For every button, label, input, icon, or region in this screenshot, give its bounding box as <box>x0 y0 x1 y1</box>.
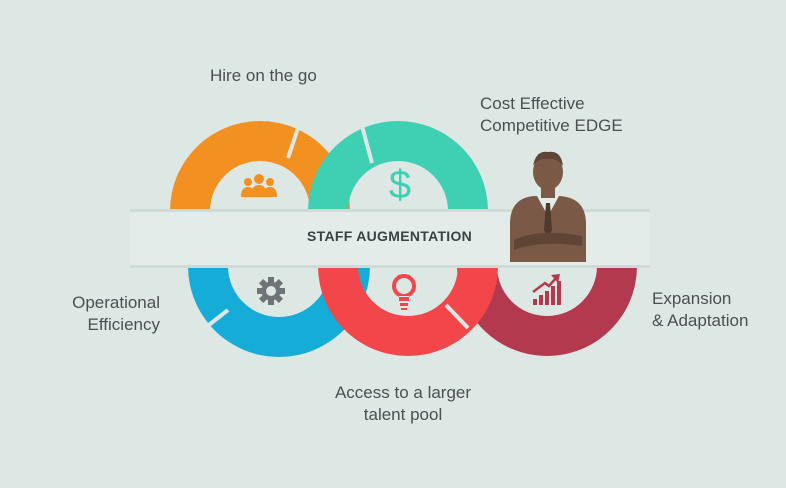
expansion-label: Expansion & Adaptation <box>652 288 748 332</box>
hire-ring <box>170 121 350 211</box>
gear-icon <box>257 277 285 305</box>
operational-label: Operational Efficiency <box>58 292 160 336</box>
operational-label-line1: Operational <box>72 293 160 312</box>
dollar-icon: $ <box>389 163 411 207</box>
access-label-line1: Access to a larger <box>334 383 472 402</box>
access-label-line2: talent pool <box>363 405 443 424</box>
growth-chart-icon <box>532 274 561 305</box>
hire-label: Hire on the go <box>210 65 317 87</box>
lightbulb-icon <box>392 274 416 310</box>
businessman-icon <box>510 151 586 262</box>
hire-label-text: Hire on the go <box>210 66 317 85</box>
cost-label-line2: Competitive EDGE <box>480 116 623 135</box>
operational-label-line2: Efficiency <box>87 315 160 334</box>
cost-label: Cost Effective Competitive EDGE <box>480 93 623 137</box>
expansion-label-line2: & Adaptation <box>652 311 749 330</box>
expansion-label-line1: Expansion <box>652 289 732 308</box>
cost-label-line1: Cost Effective <box>480 94 585 113</box>
operational-ring <box>188 266 370 357</box>
team-icon <box>241 174 277 197</box>
expansion-ring <box>457 266 637 356</box>
center-title: STAFF AUGMENTATION <box>307 228 473 244</box>
cost-ring <box>308 121 488 211</box>
access-label: Access to a larger talent pool <box>318 382 488 426</box>
access-ring <box>318 266 498 356</box>
